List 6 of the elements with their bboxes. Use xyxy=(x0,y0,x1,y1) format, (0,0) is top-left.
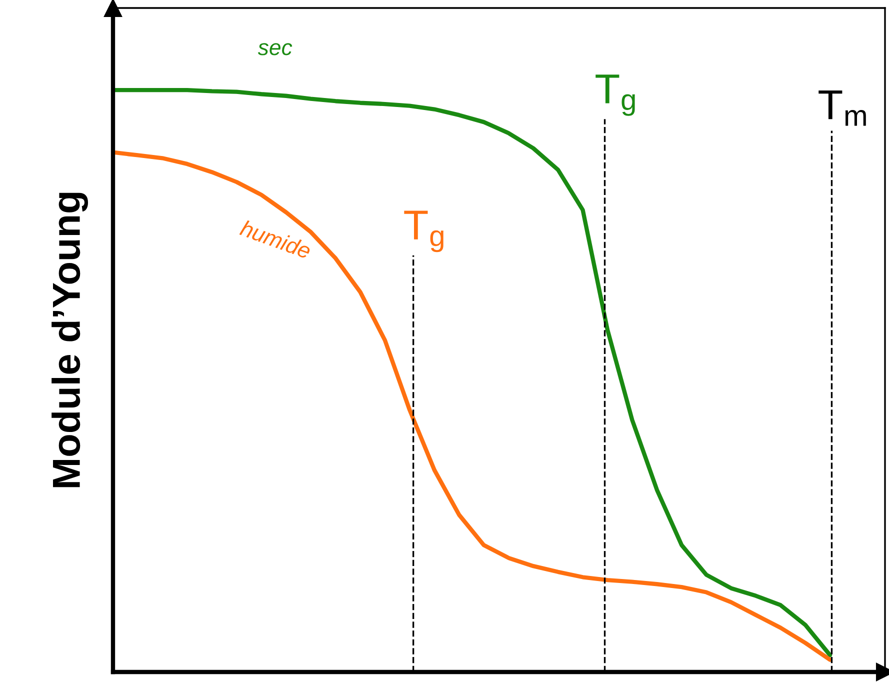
y-axis-title: Module d’Young xyxy=(52,192,88,488)
series-label: sec xyxy=(258,43,292,56)
annotation: T$_{g}$ xyxy=(404,210,444,252)
annotation: T$_{m}$ xyxy=(818,90,866,126)
annotation: T$_{g}$ xyxy=(596,74,635,116)
text: humide xyxy=(239,219,312,260)
